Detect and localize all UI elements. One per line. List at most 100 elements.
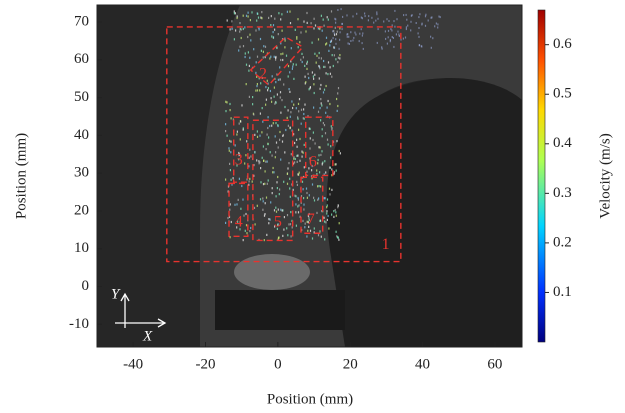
- piv-vector: [339, 27, 341, 30]
- piv-vector: [248, 180, 250, 183]
- piv-vector: [248, 165, 250, 168]
- piv-vector: [287, 65, 290, 68]
- piv-vector: [289, 115, 291, 118]
- piv-vector: [405, 26, 407, 29]
- piv-vector: [308, 216, 310, 219]
- piv-vector: [331, 39, 333, 42]
- piv-vector: [318, 77, 320, 80]
- region-label: 4: [235, 213, 243, 230]
- piv-vector: [262, 200, 264, 203]
- piv-vector: [245, 63, 248, 66]
- piv-vector: [360, 28, 362, 31]
- piv-vector: [289, 195, 291, 198]
- piv-vector: [230, 220, 232, 224]
- piv-vector: [346, 33, 348, 36]
- piv-vector: [331, 54, 333, 57]
- piv-vector: [256, 19, 258, 22]
- piv-vector: [386, 18, 388, 21]
- piv-vector: [245, 224, 248, 227]
- piv-vector: [248, 69, 250, 72]
- piv-vector: [327, 99, 329, 103]
- piv-vector: [242, 128, 244, 131]
- y-tick-label: 20: [74, 202, 89, 218]
- piv-vector: [321, 29, 323, 32]
- piv-vector: [285, 128, 287, 132]
- piv-vector: [273, 171, 275, 174]
- piv-vector: [292, 162, 295, 165]
- piv-vector: [231, 27, 233, 30]
- piv-vector: [264, 213, 266, 216]
- piv-vector: [289, 126, 291, 129]
- piv-vector: [331, 128, 333, 131]
- piv-vector: [230, 151, 232, 154]
- piv-vector: [246, 178, 248, 181]
- piv-vector: [393, 45, 395, 48]
- piv-vector: [334, 26, 336, 29]
- piv-vector: [323, 88, 326, 91]
- piv-vector: [297, 117, 299, 120]
- piv-vector: [303, 108, 305, 111]
- piv-vector: [292, 106, 294, 110]
- piv-vector: [242, 14, 244, 17]
- piv-vector: [325, 84, 327, 88]
- piv-vector: [316, 172, 318, 176]
- piv-vector: [320, 98, 322, 101]
- piv-vector: [275, 56, 277, 60]
- piv-vector: [277, 236, 280, 239]
- piv-vector: [437, 23, 439, 26]
- piv-vector: [264, 45, 267, 48]
- piv-vector: [274, 135, 276, 138]
- piv-vector: [281, 29, 283, 32]
- piv-vector: [323, 59, 325, 63]
- piv-vector: [263, 159, 265, 162]
- piv-vector: [298, 171, 300, 174]
- piv-vector: [275, 58, 277, 61]
- piv-vector: [335, 58, 337, 61]
- piv-vector: [296, 183, 298, 186]
- piv-vector: [248, 156, 250, 159]
- piv-vector: [292, 188, 294, 191]
- region-box: [166, 26, 402, 263]
- piv-vector: [392, 37, 394, 39]
- piv-vector: [269, 218, 271, 221]
- piv-vector: [253, 164, 255, 167]
- piv-vector: [239, 45, 241, 48]
- piv-vector: [339, 31, 341, 34]
- piv-vector: [286, 116, 288, 119]
- piv-vector: [268, 222, 270, 225]
- piv-vector: [253, 174, 255, 177]
- piv-image: [97, 5, 522, 347]
- piv-vector: [238, 177, 240, 180]
- piv-vector: [306, 191, 308, 195]
- piv-vector: [260, 49, 262, 52]
- piv-vector: [326, 16, 328, 19]
- piv-vector: [232, 177, 234, 180]
- piv-vector: [236, 226, 238, 229]
- piv-vector: [337, 87, 340, 90]
- piv-vector: [306, 67, 308, 70]
- piv-vector: [306, 220, 308, 223]
- piv-vector: [278, 193, 280, 196]
- piv-vector: [335, 42, 337, 45]
- piv-vector: [283, 83, 285, 86]
- piv-vector: [335, 38, 337, 41]
- piv-vector: [294, 194, 296, 197]
- piv-vector: [339, 38, 341, 41]
- piv-vector: [287, 124, 289, 127]
- piv-vector: [239, 138, 241, 141]
- piv-vector: [284, 151, 286, 154]
- piv-vector: [321, 150, 323, 153]
- piv-vector: [254, 223, 256, 226]
- piv-vector: [327, 61, 330, 64]
- piv-vector: [254, 151, 256, 154]
- piv-vector: [264, 56, 266, 59]
- piv-vector: [275, 151, 277, 154]
- piv-vector: [326, 198, 329, 201]
- piv-vector: [311, 177, 313, 180]
- piv-vector: [260, 181, 262, 184]
- piv-vector: [225, 130, 227, 133]
- piv-vector: [342, 15, 344, 18]
- piv-vector: [282, 209, 284, 212]
- piv-vector: [239, 27, 241, 31]
- piv-vector: [309, 147, 311, 150]
